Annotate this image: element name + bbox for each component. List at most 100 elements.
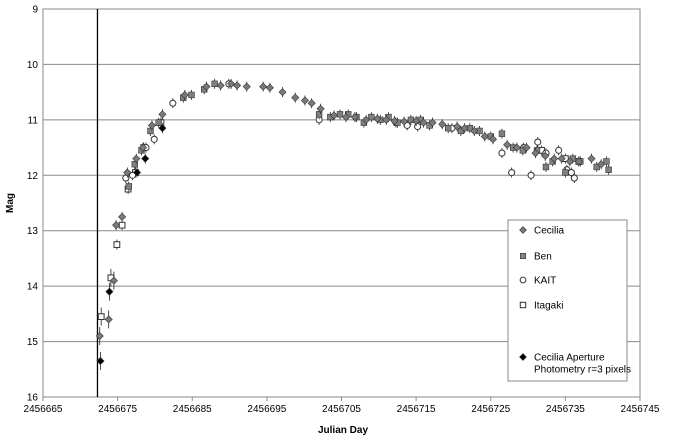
data-point xyxy=(605,166,612,173)
data-point xyxy=(460,124,469,133)
data-point xyxy=(419,118,428,127)
x-tick-label: 2456715 xyxy=(397,404,436,415)
data-point xyxy=(542,163,550,171)
data-point xyxy=(141,154,150,163)
data-point xyxy=(291,93,300,102)
y-tick-label: 13 xyxy=(27,226,39,237)
y-tick-label: 12 xyxy=(27,171,39,182)
data-point xyxy=(122,174,130,182)
data-point xyxy=(597,160,606,169)
data-point xyxy=(211,80,218,88)
data-point xyxy=(188,91,195,99)
data-point xyxy=(242,82,251,91)
data-point xyxy=(330,111,339,120)
data-point xyxy=(368,113,375,121)
y-tick-label: 16 xyxy=(27,393,39,404)
data-point xyxy=(278,88,287,97)
data-point xyxy=(428,118,437,127)
data-point xyxy=(227,79,236,88)
legend-marker xyxy=(519,301,527,309)
data-point xyxy=(96,356,105,365)
data-point xyxy=(118,212,127,221)
data-point xyxy=(155,119,162,126)
data-point xyxy=(570,174,578,182)
data-point xyxy=(603,158,610,165)
data-point xyxy=(233,81,242,90)
legend-label: Itagaki xyxy=(534,301,563,312)
data-point xyxy=(259,82,268,91)
data-point xyxy=(414,122,422,131)
data-point xyxy=(169,99,177,107)
data-point xyxy=(445,124,452,132)
data-point xyxy=(522,143,531,152)
data-point xyxy=(480,132,489,141)
data-point xyxy=(316,104,325,113)
legend-marker xyxy=(519,353,527,361)
x-axis-ticks: 2456665 2456675 2456685 2456695 2456705 24567… xyxy=(24,397,660,415)
legend-item-itagaki: Itagaki xyxy=(519,301,563,312)
data-point xyxy=(470,126,479,135)
data-point xyxy=(158,124,167,133)
data-point xyxy=(300,96,309,105)
legend-item-ben: Ben xyxy=(519,252,552,263)
legend-box xyxy=(507,219,628,382)
data-point xyxy=(132,154,141,163)
x-tick-label: 2456695 xyxy=(247,404,286,415)
legend-label: KAIT xyxy=(534,276,556,287)
series-cecilia-aperture-photometry-r-3-pixels xyxy=(96,123,167,370)
y-tick-label: 9 xyxy=(32,5,38,16)
data-point xyxy=(131,161,138,168)
data-point xyxy=(216,81,225,90)
data-point xyxy=(128,171,137,179)
data-point xyxy=(97,313,105,321)
legend-label: Photometry r=3 pixels xyxy=(534,365,631,376)
x-tick-label: 2456725 xyxy=(471,404,510,415)
legend-item-kait: KAIT xyxy=(519,276,556,287)
legend-marker xyxy=(519,252,527,260)
data-point xyxy=(567,168,575,177)
data-point xyxy=(104,315,113,324)
data-point xyxy=(341,113,351,122)
x-tick-label: 2456745 xyxy=(621,404,660,415)
data-point xyxy=(557,154,566,163)
data-point xyxy=(150,135,158,143)
data-point xyxy=(453,122,462,131)
data-point xyxy=(565,157,574,166)
data-point xyxy=(488,135,498,144)
data-point xyxy=(265,83,274,92)
legend-label: Ben xyxy=(534,252,552,263)
legend-item-cecilia: Cecilia xyxy=(519,226,564,237)
y-axis-title: Mag xyxy=(5,193,16,213)
data-point xyxy=(113,241,121,248)
data-point xyxy=(123,168,132,177)
data-point xyxy=(336,111,344,118)
data-point xyxy=(407,116,415,124)
data-point xyxy=(390,116,399,125)
data-point xyxy=(438,120,447,129)
data-point xyxy=(315,111,323,118)
data-point xyxy=(147,127,154,135)
data-point xyxy=(587,154,596,163)
data-point xyxy=(534,138,542,146)
data-point xyxy=(138,143,148,152)
data-point xyxy=(307,99,316,108)
y-tick-label: 14 xyxy=(27,282,39,293)
data-point xyxy=(562,169,569,176)
data-point xyxy=(147,121,156,130)
data-point xyxy=(512,143,521,152)
data-point xyxy=(125,183,132,190)
legend-marker xyxy=(519,226,527,234)
x-tick-label: 2456685 xyxy=(173,404,212,415)
data-point xyxy=(112,221,121,230)
y-tick-label: 10 xyxy=(27,60,39,71)
x-tick-label: 2456675 xyxy=(98,404,137,415)
data-point xyxy=(508,168,516,177)
x-tick-label: 2456735 xyxy=(546,404,585,415)
data-point xyxy=(158,110,167,119)
data-point xyxy=(550,154,559,163)
data-point xyxy=(400,117,409,126)
y-tick-label: 11 xyxy=(28,115,39,126)
legend-label: Cecilia xyxy=(534,226,564,237)
